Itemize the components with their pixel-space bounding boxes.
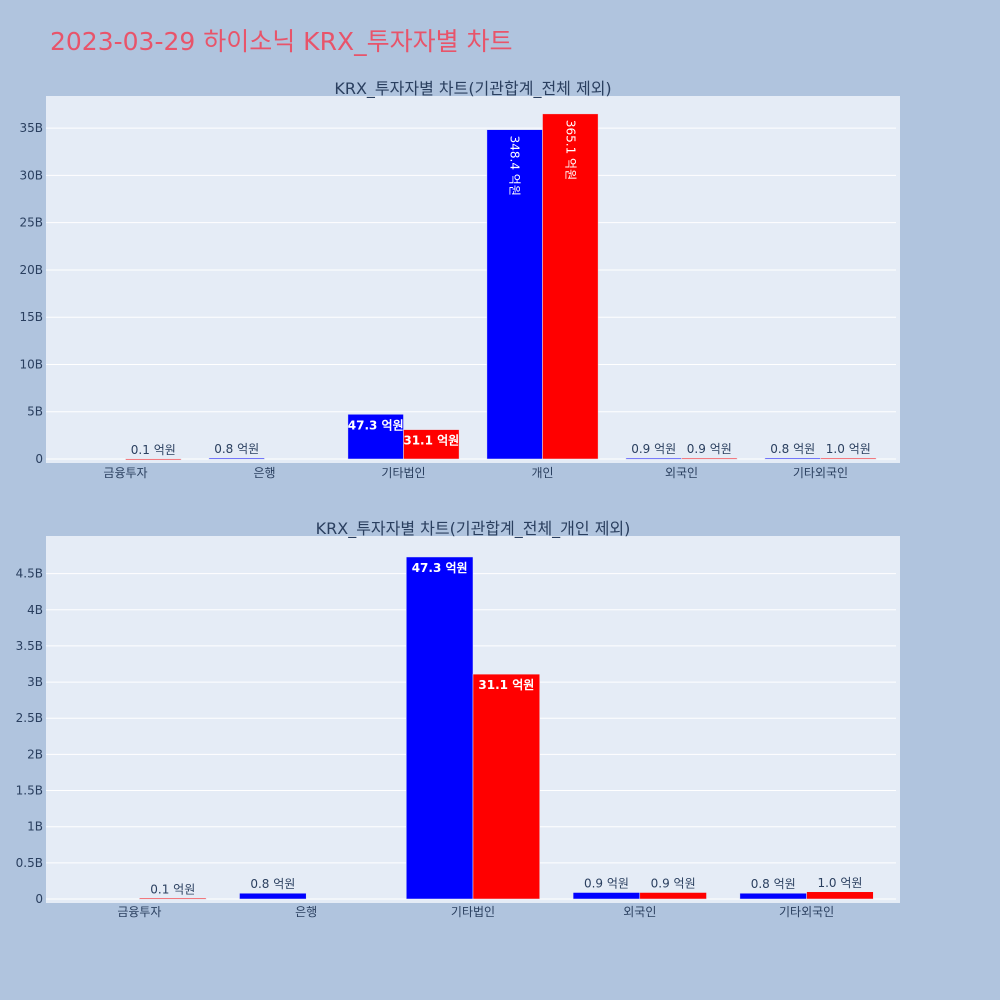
x-tick-label: 외국인 (665, 466, 698, 480)
y-tick-label: 2B (27, 747, 43, 761)
x-tick-label: 기타외국인 (779, 905, 834, 919)
y-tick-label: 35B (19, 121, 43, 135)
bar (208, 457, 265, 460)
data-label: 0.8 억원 (770, 442, 815, 456)
page-title: 2023-03-29 하이소닉 KRX_투자자별 차트 (50, 27, 513, 56)
x-tick-label: 기타법인 (451, 905, 495, 919)
data-label: 1.0 억원 (826, 442, 871, 456)
data-label: 47.3 억원 (412, 561, 468, 575)
data-label: 348.4 억원 (508, 136, 522, 196)
bar (764, 457, 821, 460)
data-label: 0.9 억원 (687, 442, 732, 456)
bar (542, 113, 599, 460)
data-label: 31.1 억원 (403, 434, 459, 448)
data-label: 31.1 억원 (478, 678, 534, 692)
y-tick-label: 3B (27, 675, 43, 689)
y-tick-label: 0.5B (16, 856, 43, 870)
bar (681, 457, 738, 460)
bar (472, 673, 540, 900)
y-tick-label: 1.5B (16, 784, 43, 798)
bar (486, 129, 543, 460)
data-label: 0.9 억원 (651, 876, 696, 890)
bar (572, 892, 641, 900)
bar (125, 458, 182, 461)
x-tick-label: 외국인 (623, 905, 656, 919)
bar (406, 556, 474, 900)
bar (739, 892, 807, 900)
data-label: 0.8 억원 (250, 877, 295, 891)
y-tick-label: 0 (35, 892, 43, 906)
data-label: 0.1 억원 (131, 443, 176, 457)
chart-title-1: KRX_투자자별 차트(기관합계_전체 제외) (334, 79, 611, 99)
y-tick-label: 20B (19, 263, 43, 277)
data-label: 0.8 억원 (751, 877, 796, 891)
bar (639, 892, 707, 900)
y-tick-label: 2.5B (16, 711, 43, 725)
y-tick-label: 25B (19, 216, 43, 230)
bar (347, 414, 404, 460)
y-tick-label: 30B (19, 168, 43, 182)
bar (403, 429, 460, 460)
data-label: 365.1 억원 (563, 120, 577, 180)
y-tick-label: 15B (19, 310, 43, 324)
data-label: 0.8 억원 (214, 442, 259, 456)
y-tick-label: 10B (19, 357, 43, 371)
x-tick-label: 은행 (295, 904, 317, 919)
data-label: 0.1 억원 (150, 882, 195, 896)
y-tick-label: 1B (27, 820, 43, 834)
chart-title-2: KRX_투자자별 차트(기관합계_전체_개인 제외) (316, 519, 631, 539)
x-tick-label: 은행 (253, 465, 275, 480)
data-label: 0.9 억원 (631, 442, 676, 456)
data-label: 1.0 억원 (817, 876, 862, 890)
bar (820, 457, 877, 460)
x-tick-label: 기타법인 (381, 466, 425, 480)
data-label: 47.3 억원 (348, 418, 404, 432)
bar (806, 891, 874, 900)
bar (139, 898, 207, 900)
x-tick-label: 금융투자 (117, 905, 161, 919)
y-tick-label: 3.5B (16, 639, 43, 653)
y-tick-label: 0 (35, 452, 43, 466)
y-tick-label: 4.5B (16, 567, 43, 581)
bar (239, 892, 307, 900)
plot-area-1 (46, 96, 900, 463)
x-tick-label: 금융투자 (103, 466, 147, 480)
bar (625, 457, 682, 460)
data-label: 0.9 억원 (584, 876, 629, 890)
y-tick-label: 5B (27, 405, 43, 419)
y-tick-label: 4B (27, 603, 43, 617)
x-tick-label: 개인 (531, 466, 553, 480)
x-tick-label: 기타외국인 (793, 466, 848, 480)
